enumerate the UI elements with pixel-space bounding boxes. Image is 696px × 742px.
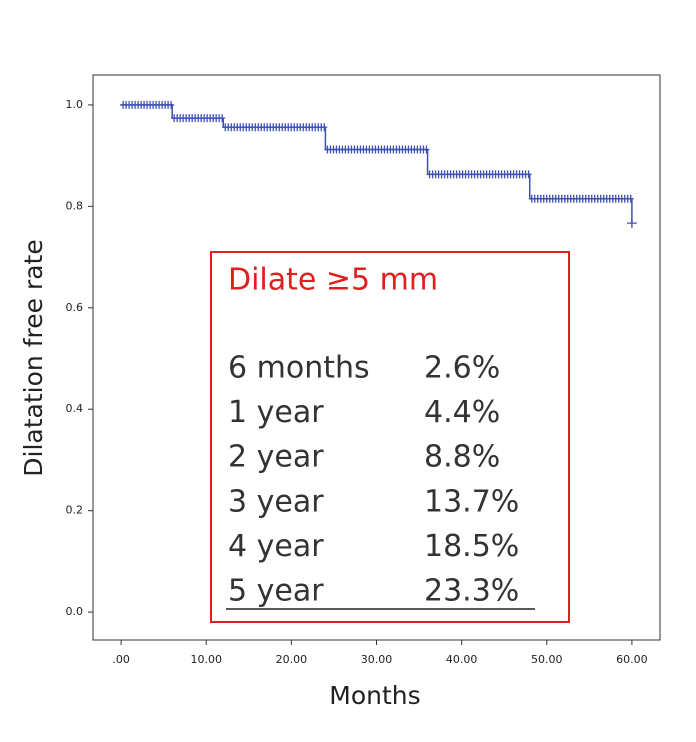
row-value: 2.6% [424, 351, 500, 386]
row-label: 5 year [228, 574, 324, 609]
y-tick-label: 0.2 [66, 504, 84, 517]
row-value: 18.5% [424, 529, 519, 564]
y-tick-label: 0.4 [66, 402, 84, 415]
y-tick-label: 0.0 [66, 605, 84, 618]
annotation-title: Dilate ≥5 mm [228, 263, 438, 298]
x-tick-label: 50.00 [531, 653, 563, 666]
x-tick-label: .00 [112, 653, 130, 666]
x-tick-label: 60.00 [616, 653, 648, 666]
y-tick-label: 0.6 [66, 301, 84, 314]
row-value: 4.4% [424, 395, 500, 430]
y-tick-label: 0.8 [66, 199, 84, 212]
censor-marks [528, 194, 634, 203]
censor-marks [324, 145, 430, 154]
censor-marks [120, 100, 175, 109]
x-tick-label: 20.00 [276, 653, 308, 666]
censor-marks [222, 123, 328, 132]
row-label: 2 year [228, 440, 324, 475]
censor-marks [426, 170, 532, 179]
y-axis-label: Dilatation free rate [19, 239, 48, 476]
x-axis-label: Months [329, 681, 420, 710]
row-label: 3 year [228, 484, 324, 519]
row-label: 6 months [228, 351, 370, 386]
survival-line [121, 104, 633, 224]
row-value: 13.7% [424, 484, 519, 519]
x-tick-label: 30.00 [361, 653, 393, 666]
censor-marks [171, 114, 226, 123]
row-value: 8.8% [424, 440, 500, 475]
y-tick-label: 1.0 [66, 98, 84, 111]
row-label: 4 year [228, 529, 324, 564]
censor-marks [626, 218, 637, 229]
row-label: 1 year [228, 395, 324, 430]
row-value: 23.3% [424, 574, 519, 609]
x-tick-label: 10.00 [190, 653, 222, 666]
annotation-box [210, 251, 570, 623]
x-tick-label: 40.00 [446, 653, 478, 666]
